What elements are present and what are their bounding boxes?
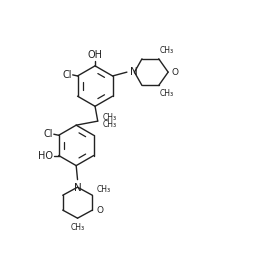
Text: CH₃: CH₃ xyxy=(70,223,85,232)
Text: Cl: Cl xyxy=(43,129,53,139)
Text: N: N xyxy=(130,67,138,77)
Text: CH₃: CH₃ xyxy=(103,120,117,129)
Text: O: O xyxy=(172,68,179,77)
Text: HO: HO xyxy=(38,151,53,160)
Text: CH₃: CH₃ xyxy=(96,185,111,194)
Text: Cl: Cl xyxy=(62,70,72,80)
Text: CH₃: CH₃ xyxy=(160,46,174,55)
Text: OH: OH xyxy=(88,50,102,60)
Text: O: O xyxy=(96,206,104,214)
Text: CH₃: CH₃ xyxy=(160,89,174,98)
Text: N: N xyxy=(74,183,81,193)
Text: CH₃: CH₃ xyxy=(103,113,117,122)
